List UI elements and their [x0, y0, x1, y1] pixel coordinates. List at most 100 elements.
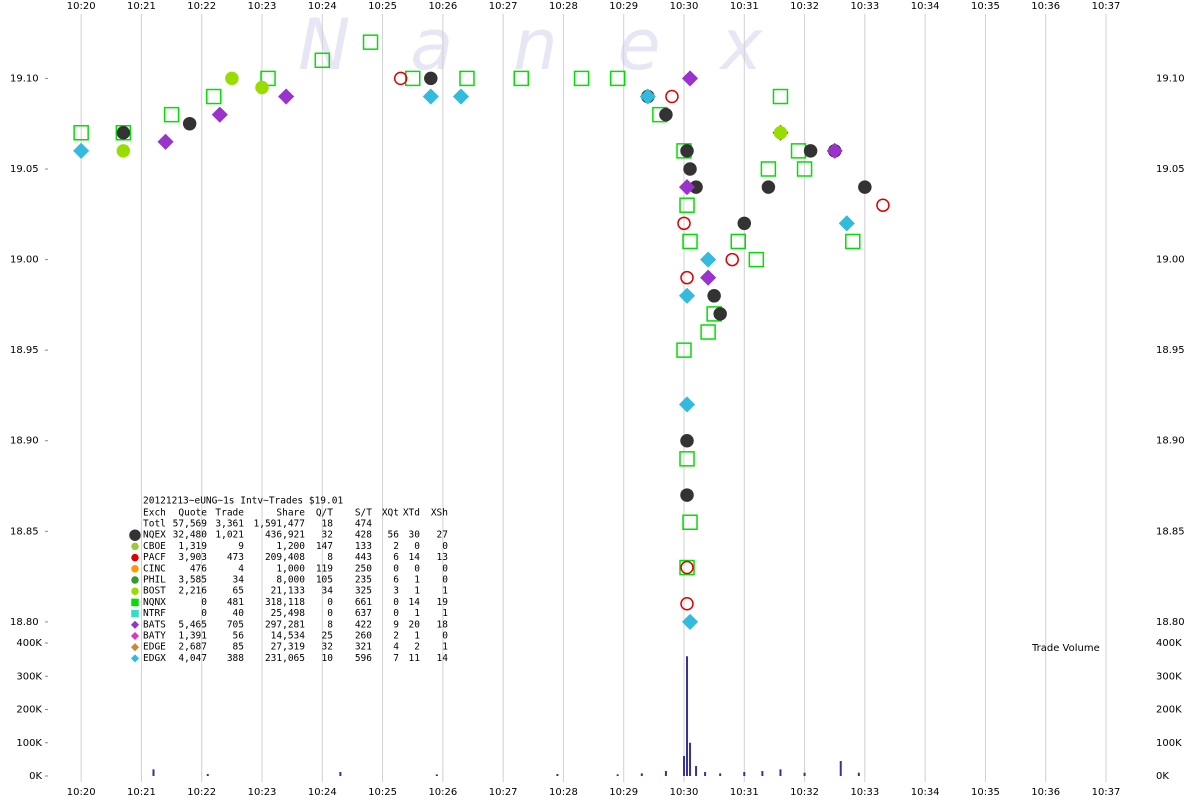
legend-cell: 2,216 [178, 586, 207, 597]
legend-marker [131, 542, 139, 551]
y-tick-label: 19.05 [1156, 164, 1185, 175]
trade-point [116, 144, 131, 158]
legend-marker [130, 631, 140, 641]
legend-cell: 705 [227, 619, 244, 630]
x-tick-label: 10:27 [489, 787, 518, 798]
y-tick-label: 18.80 [10, 617, 39, 628]
legend-cell: 25 [322, 631, 333, 642]
legend-cell: 1 [414, 575, 420, 586]
trade-point [182, 116, 197, 131]
x-tick-label: 10:27 [489, 1, 518, 12]
legend-cell: 388 [227, 653, 244, 664]
legend-header: Share [276, 508, 305, 519]
trade-point [826, 142, 843, 159]
legend-cell: 4 [393, 642, 399, 653]
legend-header: Q/T [316, 508, 333, 519]
legend-cell: 1 [414, 631, 420, 642]
y-tick-label: 0K [29, 771, 42, 782]
x-tick-label: 10:36 [1031, 1, 1060, 12]
legend-marker [130, 620, 140, 629]
legend-cell: 2,687 [178, 642, 207, 653]
trade-point [680, 144, 694, 158]
trade-point [422, 88, 439, 105]
trade-point [796, 161, 813, 177]
legend-title: 20121213~eUNG~1s Intv~Trades $19.01 [143, 496, 343, 507]
legend-cell: NTRF [143, 608, 166, 619]
trade-point [700, 324, 716, 340]
trade-point [838, 215, 855, 232]
legend-cell: NQNX [143, 597, 166, 608]
volume-bar [616, 774, 619, 776]
trade-point [682, 233, 698, 250]
trade-point [163, 106, 180, 123]
x-tick-label: 10:31 [730, 787, 759, 798]
trade-point [678, 287, 696, 304]
legend-cell: 10 [322, 653, 334, 664]
x-tick-label: 10:30 [670, 787, 699, 798]
legend-cell: 9 [393, 619, 399, 630]
trade-point [707, 289, 721, 303]
legend-header: Exch [143, 508, 166, 519]
legend-cell: PACF [143, 552, 166, 563]
trade-point [725, 252, 739, 267]
x-tick-label: 10:23 [248, 1, 277, 12]
legend-cell: BATS [143, 619, 166, 630]
trade-point [677, 216, 691, 231]
legend-cell: Totl [143, 519, 166, 530]
trade-point [452, 88, 470, 105]
volume-bar [556, 774, 559, 776]
legend-cell: 21,133 [271, 586, 305, 597]
legend-cell: 3,585 [178, 575, 207, 586]
legend-cell: 147 [316, 541, 333, 552]
trade-point [206, 88, 222, 105]
legend-cell: EDGX [143, 653, 166, 664]
legend-cell: 0 [327, 597, 333, 608]
legend-cell: 637 [355, 608, 372, 619]
legend-cell: 1 [414, 608, 420, 619]
trade-point [116, 126, 131, 140]
legend-cell: 0 [442, 575, 448, 586]
trade-point [858, 180, 872, 194]
legend-marker [131, 576, 139, 584]
trade-point [803, 144, 818, 158]
trade-point [773, 126, 788, 140]
y-tick-label: 300K [16, 671, 42, 682]
y-tick-label: 100K [16, 738, 42, 749]
legend-cell: 25,498 [271, 608, 306, 619]
legend-cell: 443 [355, 552, 372, 563]
y-tick-label: 0K [1156, 771, 1169, 782]
legend-cell: 14 [437, 653, 449, 664]
trade-point [513, 70, 529, 87]
volume-bar [206, 774, 209, 776]
legend-marker [131, 587, 139, 595]
legend-cell: 4,047 [178, 653, 207, 664]
legend-marker [130, 643, 140, 652]
legend-marker [131, 565, 139, 573]
legend-header: XTd [403, 508, 420, 519]
legend-cell: 1,319 [178, 541, 207, 552]
y-tick-label: 300K [1156, 671, 1182, 682]
volume-bar [857, 772, 860, 776]
trade-point [459, 70, 475, 87]
legend-cell: 1,591,477 [254, 519, 305, 530]
legend-cell: EDGE [143, 642, 166, 653]
legend-cell: 422 [355, 619, 372, 630]
legend-cell: 34 [322, 586, 334, 597]
volume-bar [803, 772, 806, 776]
legend-cell: 19 [437, 597, 449, 608]
y-tick-label: 100K [1156, 738, 1182, 749]
legend-cell: 1,200 [276, 541, 305, 552]
legend-cell: CBOE [143, 541, 166, 552]
trade-point [362, 34, 379, 50]
legend-header: S/T [355, 508, 372, 519]
legend-cell: 7 [393, 653, 399, 664]
legend-cell: 321 [355, 642, 372, 653]
y-tick-label: 400K [16, 638, 42, 649]
x-tick-label: 10:24 [308, 787, 337, 798]
volume-bar [779, 769, 782, 776]
trade-point [424, 71, 438, 86]
y-tick-label: 18.85 [1156, 526, 1185, 537]
x-tick-label: 10:30 [670, 1, 699, 12]
legend-header: Trade [215, 508, 244, 519]
